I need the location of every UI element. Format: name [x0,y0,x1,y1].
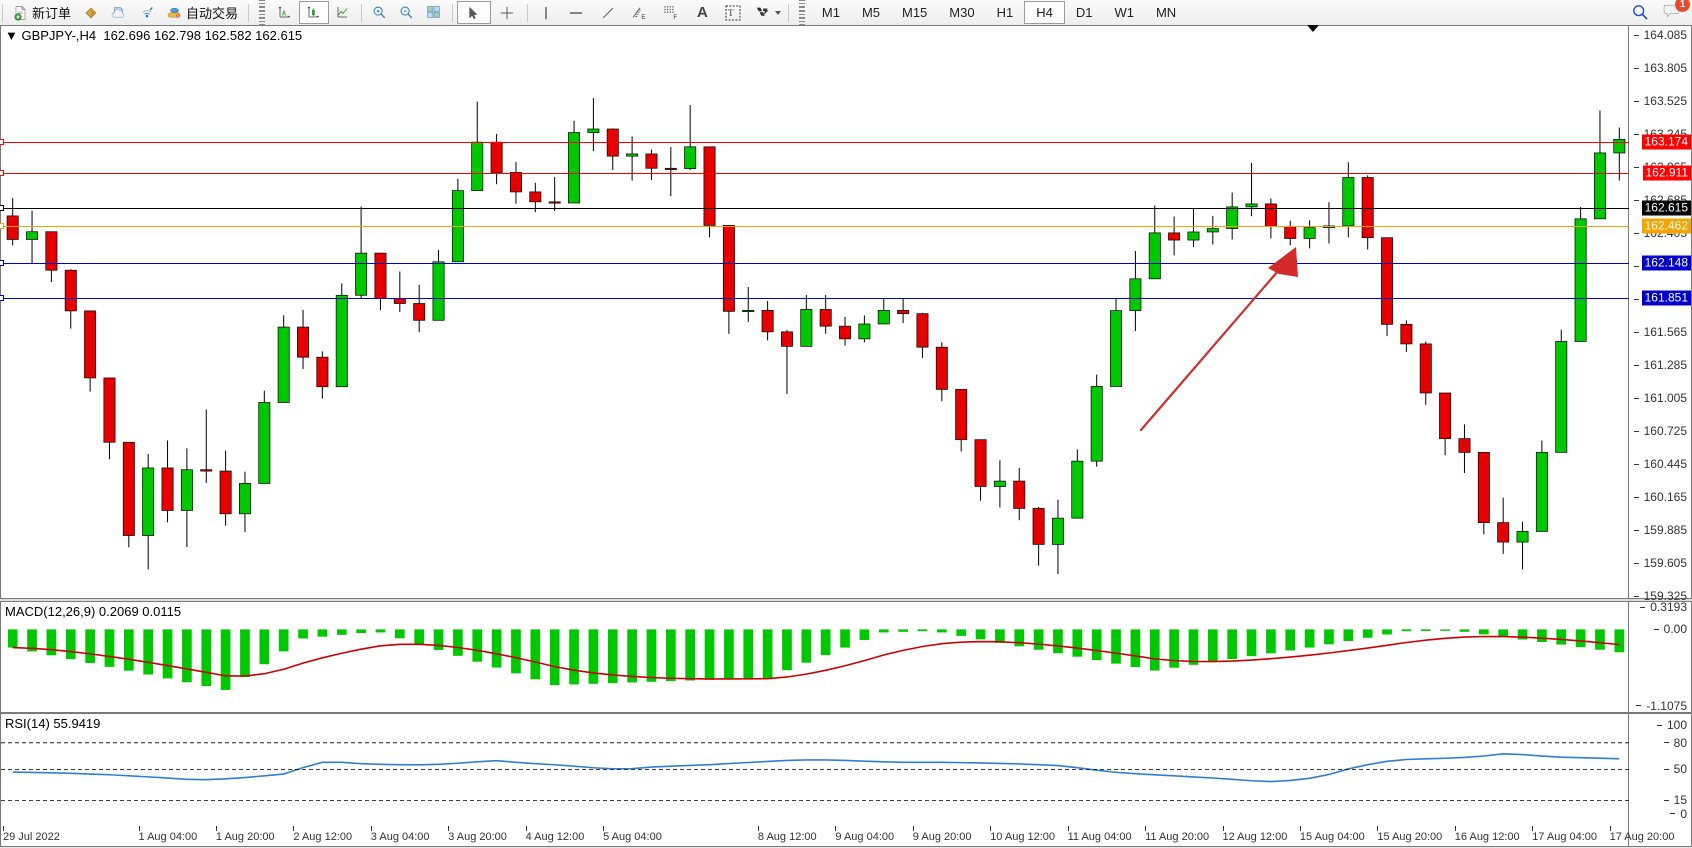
svg-text:T: T [728,8,734,18]
svg-text:E: E [641,14,645,20]
svg-text:F: F [673,14,677,20]
